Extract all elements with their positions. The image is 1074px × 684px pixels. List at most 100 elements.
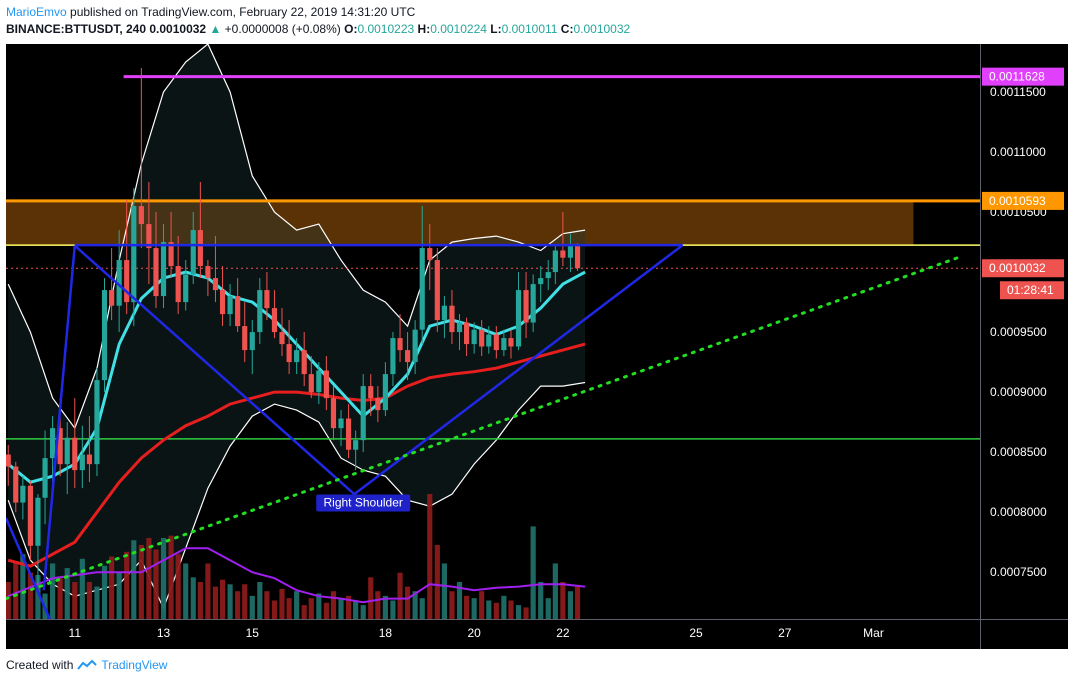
volume-bar bbox=[146, 537, 152, 619]
candle bbox=[508, 329, 514, 359]
open-label: O: bbox=[344, 22, 358, 36]
price-chart[interactable]: Right Shoulder0.00115000.00110000.001050… bbox=[6, 44, 1068, 649]
volume-bar bbox=[227, 584, 233, 619]
candle-body bbox=[20, 485, 26, 503]
candle-body bbox=[471, 329, 477, 345]
volume-bar bbox=[294, 591, 300, 619]
volume-bar bbox=[508, 600, 514, 619]
candle-body bbox=[116, 260, 122, 306]
candle-body bbox=[530, 284, 536, 323]
ohlc-line: BINANCE:BTTUSDT, 240 0.0010032 ▲ +0.0000… bbox=[6, 21, 630, 38]
candle bbox=[330, 386, 337, 441]
candle bbox=[449, 290, 455, 345]
price-label-box bbox=[982, 259, 1064, 278]
candle bbox=[301, 332, 307, 387]
candle bbox=[190, 212, 196, 285]
volume-bar bbox=[427, 494, 433, 619]
volume-bar bbox=[552, 563, 558, 619]
volume-bar bbox=[441, 563, 447, 619]
candle bbox=[441, 296, 447, 339]
candle bbox=[227, 284, 233, 327]
candle bbox=[64, 422, 70, 495]
candle-body bbox=[345, 418, 352, 450]
volume-bar bbox=[50, 563, 56, 619]
annotation-label: Right Shoulder bbox=[324, 496, 403, 510]
x-tick-label: 18 bbox=[379, 626, 393, 640]
annotation-box bbox=[316, 494, 411, 512]
close-label: C: bbox=[560, 22, 574, 36]
volume-bar bbox=[235, 591, 241, 619]
candle bbox=[183, 260, 189, 311]
candle-body bbox=[279, 332, 285, 345]
volume-bar bbox=[316, 593, 322, 619]
candle bbox=[552, 245, 558, 285]
candle-body bbox=[308, 374, 314, 393]
volume-bar bbox=[35, 575, 41, 619]
volume-bar bbox=[501, 595, 507, 619]
candle-body bbox=[131, 206, 137, 303]
candle bbox=[138, 68, 144, 249]
candle-body bbox=[72, 437, 78, 471]
countdown-text: 01:28:41 bbox=[1007, 283, 1054, 297]
low-value: 0.0010011 bbox=[501, 22, 558, 36]
candle-body bbox=[42, 458, 48, 498]
x-tick-label: Mar bbox=[863, 626, 884, 640]
volume-bar bbox=[353, 600, 359, 619]
volume-bar bbox=[330, 591, 337, 619]
volume-bar bbox=[412, 591, 418, 619]
candle-body bbox=[523, 290, 529, 323]
candle-body bbox=[175, 266, 181, 303]
volume-bar bbox=[131, 540, 137, 619]
volume-bar bbox=[390, 600, 396, 619]
candle-body bbox=[323, 370, 329, 399]
change-arrow-icon: ▲ bbox=[209, 22, 222, 36]
volume-bar bbox=[168, 535, 174, 619]
volume-bar bbox=[212, 586, 219, 619]
candle bbox=[279, 308, 285, 357]
volume-bar bbox=[101, 565, 108, 619]
candle-body bbox=[64, 437, 70, 465]
candle-body bbox=[294, 350, 300, 363]
price-label-text: 0.0010032 bbox=[989, 261, 1046, 275]
candle-body bbox=[27, 485, 33, 546]
volume-bar bbox=[286, 598, 292, 619]
candle-body bbox=[501, 338, 507, 351]
countdown-box bbox=[1000, 281, 1064, 300]
publish-line: MarioEmvo published on TradingView.com, … bbox=[6, 4, 630, 21]
candle-body bbox=[449, 305, 455, 333]
volume-bar bbox=[116, 572, 122, 619]
volume-bar bbox=[574, 586, 581, 619]
volume-bar bbox=[545, 598, 551, 619]
x-tick-label: 20 bbox=[467, 626, 481, 640]
candle-body bbox=[360, 386, 366, 441]
volume-bar bbox=[449, 591, 455, 619]
candle-body bbox=[479, 329, 485, 347]
candle bbox=[567, 233, 574, 273]
candle-body bbox=[190, 230, 196, 275]
author-link[interactable]: MarioEmvo bbox=[6, 5, 67, 19]
last-price: 0.0010032 bbox=[149, 22, 207, 36]
tradingview-link[interactable]: TradingView bbox=[101, 658, 168, 672]
candle bbox=[368, 374, 374, 417]
candle bbox=[20, 476, 26, 520]
volume-bar bbox=[538, 581, 544, 619]
candle bbox=[86, 416, 93, 483]
candle-body bbox=[6, 454, 11, 467]
price-label-text: 0.0011628 bbox=[989, 70, 1045, 84]
volume-bar bbox=[419, 598, 425, 619]
candle bbox=[271, 290, 278, 339]
low-label: L: bbox=[490, 22, 502, 36]
x-tick-label: 27 bbox=[778, 626, 792, 640]
volume-bar bbox=[271, 600, 278, 619]
y-tick-label: 0.0011000 bbox=[990, 145, 1046, 159]
candle bbox=[94, 368, 100, 477]
candle bbox=[242, 302, 248, 363]
volume-bar bbox=[79, 558, 85, 619]
candle-body bbox=[353, 440, 359, 450]
candle bbox=[264, 272, 270, 321]
price-label-box bbox=[982, 191, 1064, 210]
volume-bar bbox=[323, 602, 329, 619]
tradingview-logo-icon bbox=[77, 659, 98, 670]
candle-body bbox=[404, 350, 411, 363]
volume-bar bbox=[382, 595, 388, 619]
